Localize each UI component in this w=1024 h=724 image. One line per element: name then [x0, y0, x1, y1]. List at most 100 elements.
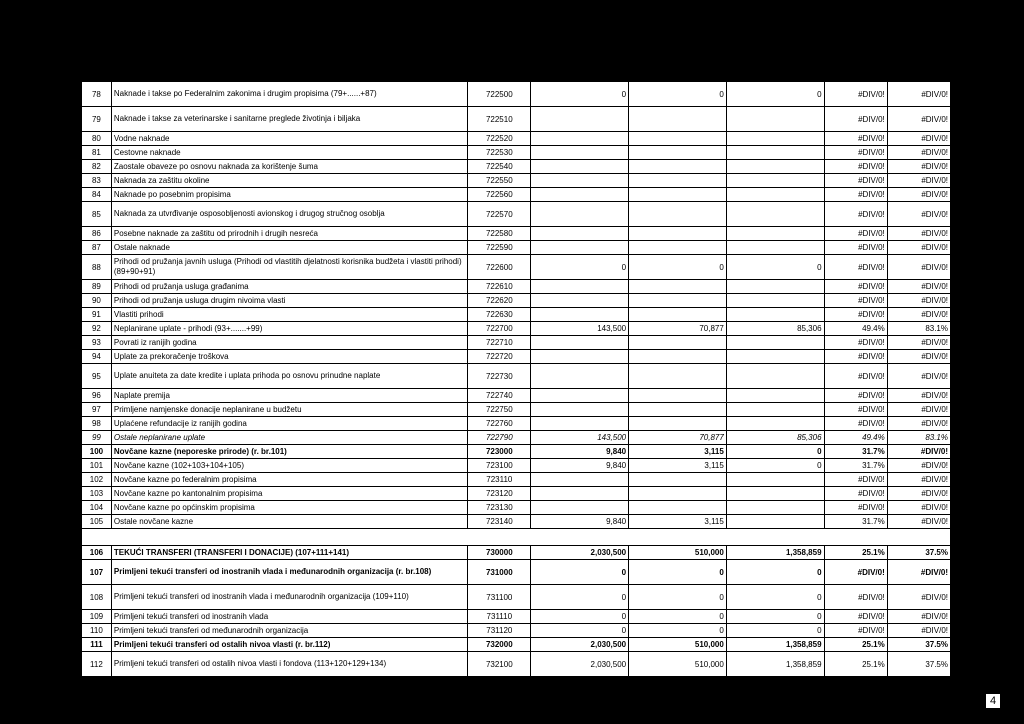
percent-1: #DIV/0! [824, 160, 887, 174]
code: 722720 [468, 350, 531, 364]
value-1 [531, 107, 629, 132]
value-3 [726, 515, 824, 529]
percent-1: #DIV/0! [824, 82, 887, 107]
value-2 [629, 350, 727, 364]
value-1 [531, 132, 629, 146]
code: 722580 [468, 227, 531, 241]
row-number: 105 [82, 515, 112, 529]
percent-1: 31.7% [824, 445, 887, 459]
code: 731000 [468, 560, 531, 585]
percent-1: #DIV/0! [824, 241, 887, 255]
description: Primljeni tekući transferi od međunarodn… [111, 624, 467, 638]
value-1 [531, 389, 629, 403]
percent-2: #DIV/0! [887, 487, 950, 501]
value-2: 3,115 [629, 445, 727, 459]
value-2 [629, 146, 727, 160]
percent-2: #DIV/0! [887, 501, 950, 515]
value-3 [726, 160, 824, 174]
code: 722620 [468, 294, 531, 308]
percent-1: #DIV/0! [824, 255, 887, 280]
percent-2: #DIV/0! [887, 107, 950, 132]
value-2 [629, 364, 727, 389]
code: 722540 [468, 160, 531, 174]
value-2 [629, 294, 727, 308]
value-2: 510,000 [629, 652, 727, 677]
value-3 [726, 107, 824, 132]
row-number: 82 [82, 160, 112, 174]
percent-2: #DIV/0! [887, 473, 950, 487]
description: Naknade i takse za veterinarske i sanita… [111, 107, 467, 132]
code: 731120 [468, 624, 531, 638]
value-1 [531, 280, 629, 294]
percent-1: #DIV/0! [824, 308, 887, 322]
percent-2: #DIV/0! [887, 403, 950, 417]
description: Primljene namjenske donacije neplanirane… [111, 403, 467, 417]
percent-2: 37.5% [887, 652, 950, 677]
description: Uplate anuiteta za date kredite i uplata… [111, 364, 467, 389]
value-3 [726, 294, 824, 308]
percent-2: #DIV/0! [887, 308, 950, 322]
percent-1: #DIV/0! [824, 610, 887, 624]
row-number: 99 [82, 431, 112, 445]
percent-2: 83.1% [887, 431, 950, 445]
value-3 [726, 202, 824, 227]
percent-2: #DIV/0! [887, 624, 950, 638]
value-2: 0 [629, 585, 727, 610]
code: 723140 [468, 515, 531, 529]
description: Primljeni tekući transferi od inostranih… [111, 610, 467, 624]
row-number: 112 [82, 652, 112, 677]
row-number: 107 [82, 560, 112, 585]
data-table: 78Naknade i takse po Federalnim zakonima… [81, 81, 951, 677]
percent-2: #DIV/0! [887, 585, 950, 610]
percent-2: #DIV/0! [887, 294, 950, 308]
value-3 [726, 241, 824, 255]
value-1: 2,030,500 [531, 652, 629, 677]
value-2: 3,115 [629, 459, 727, 473]
percent-2: #DIV/0! [887, 445, 950, 459]
value-2: 0 [629, 624, 727, 638]
percent-2: #DIV/0! [887, 389, 950, 403]
value-1: 9,840 [531, 515, 629, 529]
description: Primljeni tekući transferi od ostalih ni… [111, 652, 467, 677]
percent-1: #DIV/0! [824, 487, 887, 501]
code: 722760 [468, 417, 531, 431]
value-2 [629, 336, 727, 350]
value-3 [726, 350, 824, 364]
value-2 [629, 174, 727, 188]
value-3 [726, 473, 824, 487]
percent-1: #DIV/0! [824, 107, 887, 132]
value-1 [531, 202, 629, 227]
value-1: 0 [531, 560, 629, 585]
value-1 [531, 188, 629, 202]
code: 722500 [468, 82, 531, 107]
value-3: 0 [726, 560, 824, 585]
percent-1: #DIV/0! [824, 473, 887, 487]
percent-2: #DIV/0! [887, 336, 950, 350]
value-2 [629, 389, 727, 403]
value-3 [726, 403, 824, 417]
value-2 [629, 417, 727, 431]
description: Ostale naknade [111, 241, 467, 255]
percent-1: 49.4% [824, 431, 887, 445]
description: Posebne naknade za zaštitu od prirodnih … [111, 227, 467, 241]
value-3 [726, 146, 824, 160]
description: Zaostale obaveze po osnovu naknada za ko… [111, 160, 467, 174]
value-1: 143,500 [531, 431, 629, 445]
description: Novčane kazne (neporeske prirode) (r. br… [111, 445, 467, 459]
code: 722610 [468, 280, 531, 294]
row-number: 92 [82, 322, 112, 336]
percent-2: 83.1% [887, 322, 950, 336]
description: Novčane kazne po kantonalnim propisima [111, 487, 467, 501]
percent-2: #DIV/0! [887, 560, 950, 585]
row-number: 81 [82, 146, 112, 160]
row-number: 101 [82, 459, 112, 473]
row-number: 86 [82, 227, 112, 241]
value-2 [629, 227, 727, 241]
value-3 [726, 487, 824, 501]
code: 723120 [468, 487, 531, 501]
value-2: 0 [629, 82, 727, 107]
percent-1: #DIV/0! [824, 336, 887, 350]
page-number: 4 [986, 694, 1000, 708]
description: Naknada za utvrđivanje osposobljenosti a… [111, 202, 467, 227]
row-number: 85 [82, 202, 112, 227]
